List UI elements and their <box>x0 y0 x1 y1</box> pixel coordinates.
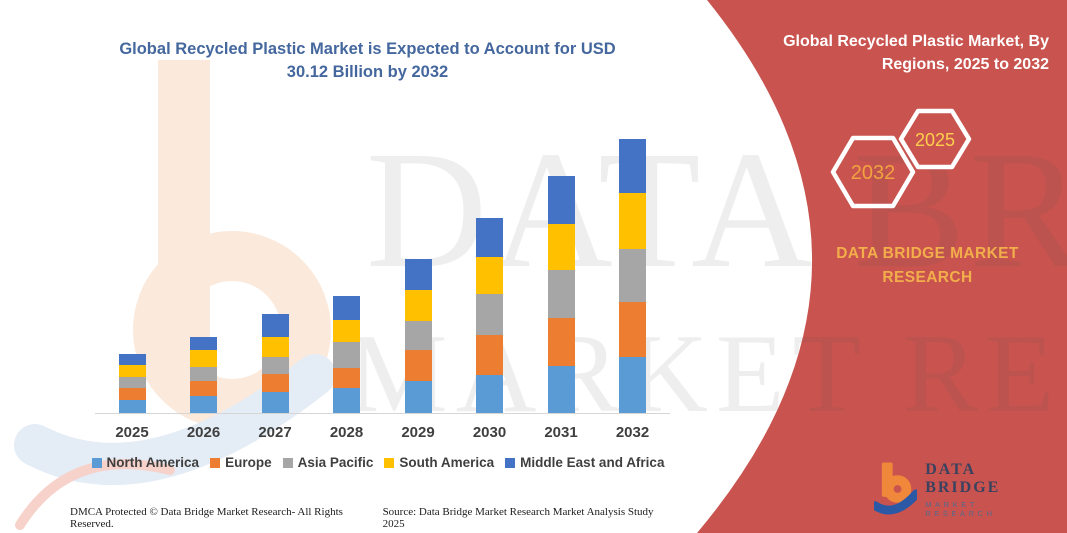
legend-label: Europe <box>225 455 272 470</box>
legend-item-middle-east-and-africa: Middle East and Africa <box>505 455 664 470</box>
legend-item-asia-pacific: Asia Pacific <box>282 455 374 470</box>
bar-segment-2027-north-america <box>261 392 289 413</box>
bar-segment-2026-middle-east-and-africa <box>190 336 217 351</box>
panel-title: Global Recycled Plastic Market, By Regio… <box>783 33 1049 73</box>
legend-label: Middle East and Africa <box>520 455 665 470</box>
bar-segment-2027-asia-pacific <box>261 356 289 374</box>
bar-segment-2030-south-america <box>476 256 503 294</box>
legend-item-europe: Europe <box>210 455 272 470</box>
bar-segment-2030-europe <box>476 334 503 375</box>
bar-segment-2027-middle-east-and-africa <box>261 313 289 337</box>
logo-texts: DATA BRIDGE MARKET RESEARCH <box>925 461 1054 518</box>
bar-segment-2032-asia-pacific <box>619 249 646 302</box>
bar-segment-2025-north-america <box>118 400 146 413</box>
bar-2029 <box>404 259 432 413</box>
bar-segment-2032-south-america <box>619 192 646 250</box>
x-axis-label-2025: 2025 <box>115 424 149 441</box>
legend-swatch <box>505 457 516 468</box>
chart-legend: North America Europe Asia Pacific South Ame… <box>78 455 678 470</box>
bar-segment-2028-asia-pacific <box>333 342 360 368</box>
hexagon-2032 <box>830 135 916 209</box>
x-axis-label-2029: 2029 <box>401 424 435 441</box>
footer-copyright: DMCA Protected © Data Bridge Market Rese… <box>70 506 343 530</box>
legend-item-south-america: South America <box>384 455 494 470</box>
bar-segment-2031-asia-pacific <box>547 270 575 319</box>
bar-segment-2028-europe <box>333 367 360 389</box>
bar-segment-2032-north-america <box>619 356 646 413</box>
bar-2028 <box>333 295 360 413</box>
bar-segment-2031-middle-east-and-africa <box>547 176 575 224</box>
bar-segment-2026-europe <box>190 381 217 396</box>
bar-segment-2029-asia-pacific <box>404 321 432 351</box>
bar-segment-2026-north-america <box>190 395 217 413</box>
bar-2026 <box>190 336 217 413</box>
legend-item-north-america: North America <box>91 455 200 470</box>
footer: DMCA Protected © Data Bridge Market Rese… <box>70 506 672 530</box>
x-axis-label-2030: 2030 <box>472 424 507 441</box>
bar-segment-2029-north-america <box>404 381 432 413</box>
legend-swatch <box>282 457 293 468</box>
legend-label: North America <box>106 455 200 470</box>
bar-segment-2031-south-america <box>547 223 575 271</box>
bar-segment-2030-middle-east-and-africa <box>476 218 503 257</box>
bar-2027 <box>261 313 289 413</box>
bar-segment-2029-middle-east-and-africa <box>404 259 432 291</box>
bar-segment-2025-europe <box>118 387 146 401</box>
brand-heading: DATA BRIDGE MARKET RESEARCH <box>836 245 1019 286</box>
bar-segment-2027-south-america <box>261 336 289 357</box>
x-axis-label-2031: 2031 <box>544 424 578 441</box>
bar-segment-2032-middle-east-and-africa <box>619 139 646 193</box>
data-bridge-b-icon <box>874 462 918 515</box>
bar-segment-2030-north-america <box>476 374 503 413</box>
bar-segment-2025-asia-pacific <box>118 376 146 388</box>
legend-swatch <box>91 457 102 468</box>
bar-2030 <box>476 218 503 413</box>
bar-segment-2028-south-america <box>333 320 360 343</box>
hexagon-2032-label: 2032 <box>851 162 896 184</box>
x-axis-line <box>95 413 670 414</box>
legend-label: Asia Pacific <box>297 455 374 470</box>
x-axis-label-2027: 2027 <box>258 424 292 441</box>
legend-label: South America <box>399 455 495 470</box>
bar-segment-2028-middle-east-and-africa <box>333 295 360 321</box>
bar-2025 <box>118 353 146 413</box>
bar-segment-2026-asia-pacific <box>190 366 217 382</box>
bar-segment-2031-europe <box>547 318 575 366</box>
bar-segment-2030-asia-pacific <box>476 293 503 335</box>
company-logo: DATA BRIDGE MARKET RESEARCH <box>874 458 1054 520</box>
footer-source: Source: Data Bridge Market Research Mark… <box>382 506 654 530</box>
legend-swatch <box>384 457 395 468</box>
logo-subtext: MARKET RESEARCH <box>925 499 996 518</box>
hexagon-badges: 2032 2025 <box>830 108 972 209</box>
bar-segment-2028-north-america <box>333 388 360 413</box>
hexagon-2025 <box>898 108 972 170</box>
x-axis-label-2026: 2026 <box>186 424 221 441</box>
bar-2032 <box>619 139 646 413</box>
bar-segment-2026-south-america <box>190 350 217 367</box>
bar-segment-2027-europe <box>261 373 289 393</box>
bar-segment-2031-north-america <box>547 365 575 413</box>
bar-segment-2025-middle-east-and-africa <box>118 353 146 365</box>
x-axis-label-2028: 2028 <box>329 424 364 441</box>
x-axis-label-2032: 2032 <box>615 424 650 441</box>
legend-swatch <box>210 457 221 468</box>
bar-segment-2029-south-america <box>404 290 432 322</box>
logo-name: DATA BRIDGE <box>925 460 1001 496</box>
bar-segment-2025-south-america <box>118 364 146 377</box>
chart-title: Global Recycled Plastic Market is Expect… <box>119 40 616 81</box>
bar-segment-2032-europe <box>619 302 646 357</box>
bar-segment-2029-europe <box>404 350 432 382</box>
bar-2031 <box>547 176 575 413</box>
hexagon-2025-label: 2025 <box>915 130 955 150</box>
